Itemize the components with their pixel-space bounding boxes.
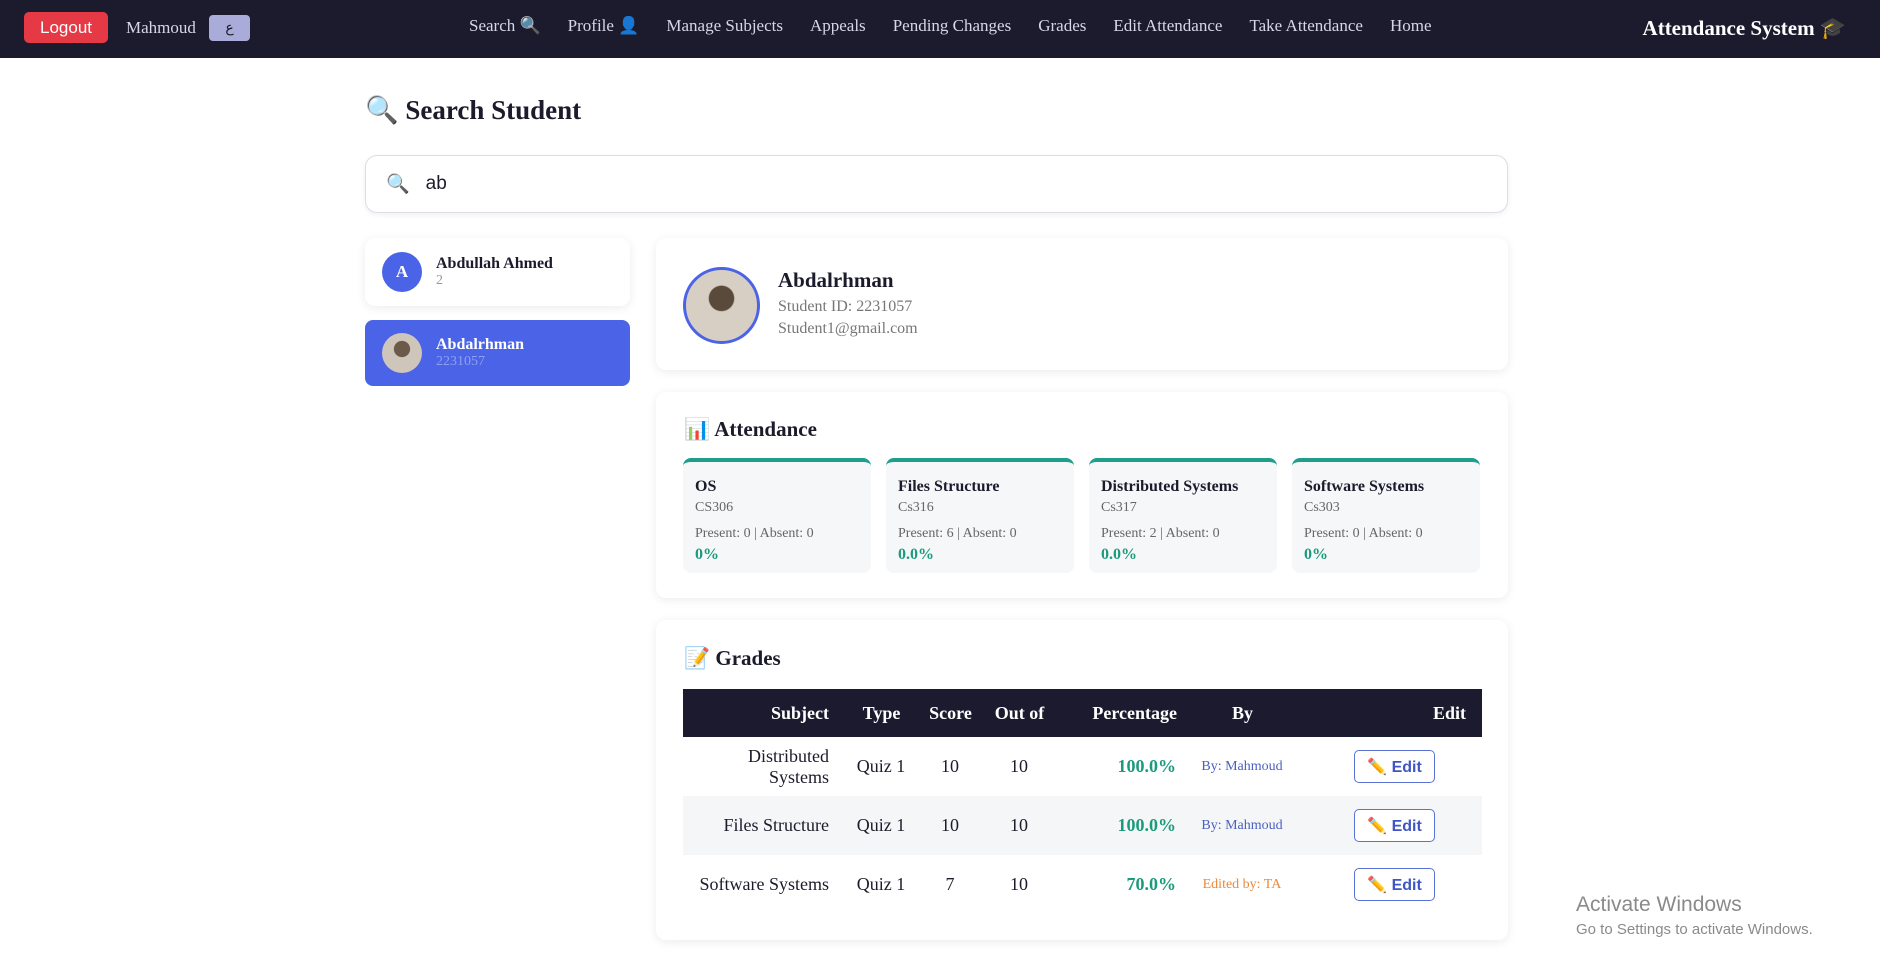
brand[interactable]: Attendance System 🎓 — [1642, 16, 1846, 40]
column-header: Type — [845, 689, 917, 737]
cell: Edited by: TA — [1202, 876, 1282, 892]
attendance-item: Distributed Systems Cs317 Present: 2 | Abs… — [1089, 458, 1277, 573]
student-item[interactable]: A Abdullah Ahmed 2 — [365, 238, 630, 306]
counts: Present: 0 | Absent: 0 — [1304, 525, 1423, 541]
column-header: Out of — [983, 689, 1055, 737]
column-header: Subject — [683, 689, 845, 737]
student-info: Abdalrhman 2231057 — [436, 336, 524, 370]
counts: Present: 2 | Absent: 0 — [1101, 525, 1220, 541]
grade-row: Distributed Systems Quiz 1 10 10 100.0% By: M… — [683, 737, 1482, 796]
subject: Files Structure — [898, 478, 1000, 495]
grade-row: Software Systems Quiz 1 7 10 70.0% Edited by:… — [683, 855, 1482, 914]
subject: OS — [695, 478, 717, 495]
avatar-photo — [382, 333, 422, 373]
profile-name: Abdalrhman — [778, 268, 894, 292]
student-item-selected[interactable]: Abdalrhman 2231057 — [365, 320, 630, 386]
counts: Present: 6 | Absent: 0 — [898, 525, 1017, 541]
grades-table: Subject Type Score Out of Percentage By Edit Di… — [683, 689, 1482, 914]
cell: Quiz 1 — [856, 756, 906, 776]
nav-link[interactable]: Appeals — [809, 16, 866, 35]
search-input[interactable]: 🔍 ab — [365, 155, 1508, 213]
cell: 10 — [917, 796, 983, 855]
attendance-grid: OS CS306 Present: 0 | Absent: 0 0% Files Str… — [683, 458, 1480, 573]
grade-row: Files Structure Quiz 1 10 10 100.0% By: Mahmo… — [683, 796, 1482, 855]
edit-button[interactable]: ✏️ Edit — [1354, 750, 1435, 783]
attendance-item: OS CS306 Present: 0 | Absent: 0 0% — [683, 458, 871, 573]
cell: 100.0% — [1055, 796, 1177, 855]
cell: 10 — [983, 796, 1055, 855]
student-info: Abdullah Ahmed 2 — [436, 255, 553, 289]
counts: Present: 0 | Absent: 0 — [695, 525, 814, 541]
subject-code: Cs317 — [1101, 500, 1137, 516]
edit-button[interactable]: ✏️ Edit — [1354, 868, 1435, 901]
edit-cell: ✏️ Edit — [1307, 737, 1482, 796]
cell: 10 — [1010, 756, 1028, 776]
nav-link[interactable]: Edit Attendance — [1113, 16, 1223, 35]
nav-link[interactable]: Profile 👤 — [567, 16, 640, 35]
nav-link[interactable]: Home — [1389, 16, 1432, 35]
cell: 100.0% — [1117, 756, 1177, 776]
subject: Distributed Systems — [1101, 478, 1239, 495]
nav-link[interactable]: Take Attendance — [1249, 16, 1363, 35]
profile-card: Abdalrhman Student ID: 2231057 Student1@… — [656, 238, 1508, 370]
page-title: 🔍 Search Student — [365, 95, 582, 125]
nav-link[interactable]: Grades — [1038, 16, 1087, 35]
cell: Files Structure — [683, 796, 845, 855]
cell: Software Systems — [699, 874, 830, 894]
nav-links: Search 🔍 Profile 👤 Manage Subjects Appea… — [469, 16, 1432, 36]
column-header: Score — [917, 689, 983, 737]
section-title: 📊 Attendance — [684, 417, 817, 441]
subject-code: Cs316 — [898, 500, 934, 516]
attendance-item: Software Systems Cs303 Present: 0 | Absent… — [1292, 458, 1480, 573]
subject: Software Systems — [1304, 478, 1425, 495]
nav-link[interactable]: Search 🔍 — [469, 16, 541, 35]
cell: By: Mahmoud — [1177, 796, 1307, 855]
watermark-title: Activate Windows — [1576, 893, 1742, 916]
cell: Distributed Systems — [748, 745, 829, 787]
attendance-item: Files Structure Cs316 Present: 6 | Absent:… — [886, 458, 1074, 573]
edit-cell: ✏️ Edit — [1307, 796, 1482, 855]
nav-link[interactable]: Pending Changes — [892, 16, 1012, 35]
profile-id: Student ID: 2231057 — [778, 298, 913, 315]
percentage: 0.0% — [898, 545, 934, 563]
logout-button[interactable]: Logout — [24, 12, 108, 43]
grades-card: 📝 Grades Subject Type Score Out of Percentag… — [656, 620, 1508, 940]
column-header: Edit — [1307, 689, 1482, 737]
subject-code: CS306 — [695, 500, 734, 516]
edit-button[interactable]: ✏️ Edit — [1354, 809, 1435, 842]
column-header: By — [1177, 689, 1307, 737]
percentage: 0% — [1304, 545, 1328, 563]
cell: 70.0% — [1126, 874, 1177, 894]
student-id: 2 — [436, 273, 443, 288]
percentage: 0.0% — [1101, 545, 1137, 563]
student-id: 2231057 — [436, 354, 485, 369]
nav-link[interactable]: Manage Subjects — [666, 16, 783, 35]
cell: 10 — [1010, 874, 1028, 894]
percentage: 0% — [695, 545, 719, 563]
student-name: Abdullah Ahmed — [436, 255, 553, 272]
user-name: Mahmoud — [126, 18, 196, 37]
edit-cell: ✏️ Edit — [1307, 855, 1482, 914]
cell: 10 — [941, 756, 959, 776]
attendance-card: 📊 Attendance OS CS306 Present: 0 | Absent:… — [656, 392, 1508, 598]
section-title: 📝 Grades — [684, 646, 781, 670]
search-query: ab — [425, 173, 447, 194]
language-toggle[interactable]: ع — [209, 15, 250, 41]
cell: Quiz 1 — [856, 874, 906, 894]
subject-code: Cs303 — [1304, 500, 1340, 516]
navbar: Logout Mahmoud ع Search 🔍 Profile 👤 Mana… — [0, 0, 1880, 58]
watermark-subtitle: Go to Settings to activate Windows. — [1576, 921, 1813, 938]
column-header: Percentage — [1055, 689, 1177, 737]
profile-photo — [683, 267, 760, 344]
cell: By: Mahmoud — [1201, 758, 1283, 774]
header-row: Subject Type Score Out of Percentage By Edit — [683, 689, 1482, 737]
cell: 7 — [945, 874, 955, 894]
cell: Quiz 1 — [845, 796, 917, 855]
profile-email: Student1@gmail.com — [778, 320, 918, 337]
windows-watermark: Activate Windows Go to Settings to activ… — [1576, 893, 1813, 938]
student-name: Abdalrhman — [436, 336, 525, 353]
avatar: A — [382, 252, 422, 292]
search-icon: 🔍 — [386, 174, 410, 195]
